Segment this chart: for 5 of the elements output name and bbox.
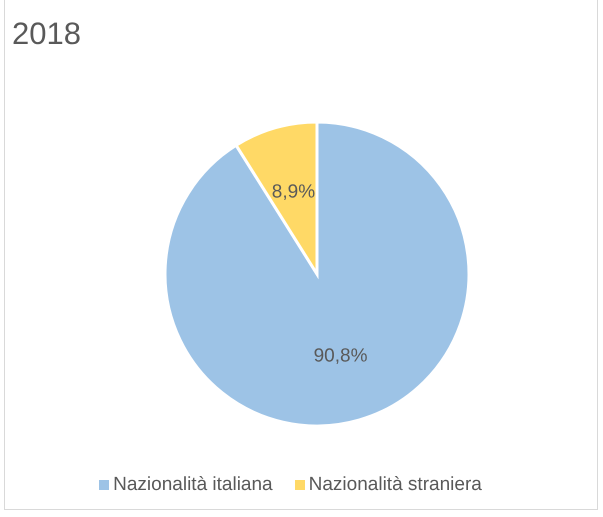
legend-label: Nazionalità straniera: [308, 474, 482, 495]
data-label: 90,8%: [314, 345, 368, 366]
data-label: 8,9%: [272, 182, 316, 203]
legend-label: Nazionalità italiana: [113, 474, 273, 495]
chart-title: 2018: [12, 16, 81, 51]
